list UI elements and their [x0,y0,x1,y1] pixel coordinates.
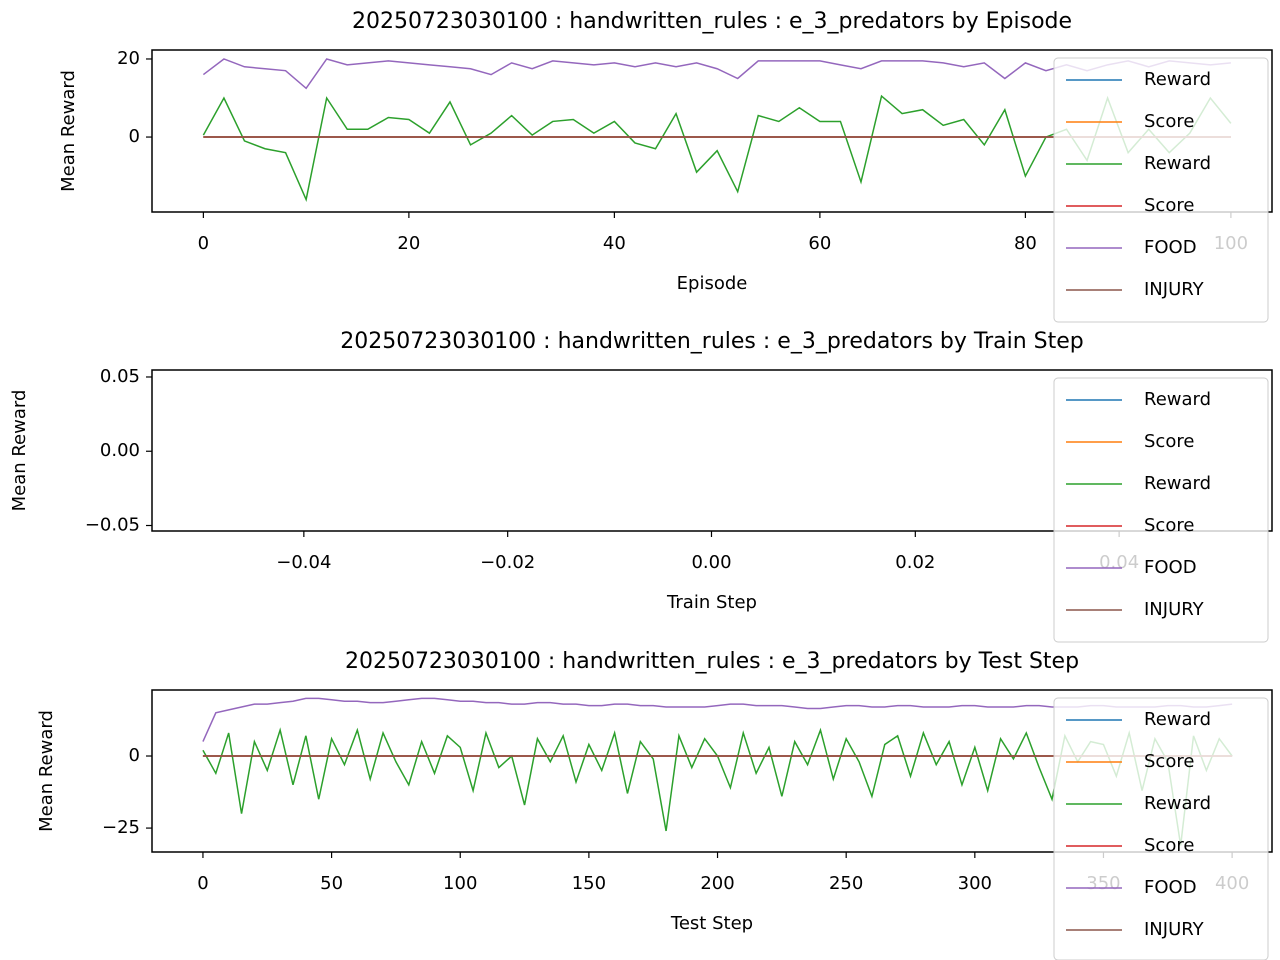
y-axis-label: Mean Reward [58,70,79,192]
legend-box [1053,697,1269,960]
legend-label: FOOD [1144,877,1197,898]
x-axis-label: Test Step [670,913,753,934]
legend-label: Score [1144,515,1194,536]
legend-label: Reward [1144,153,1211,174]
x-tick-label: 50 [320,873,343,894]
legend-label: Reward [1144,793,1211,814]
chart-title: 20250723030100 : handwritten_rules : e_3… [345,649,1079,674]
x-tick-label: −0.04 [276,552,331,573]
x-tick-label: 0.00 [691,552,731,573]
legend-label: INJURY [1144,919,1205,940]
x-tick-label: 60 [808,233,831,254]
x-tick-label: 0 [198,233,209,254]
legend-label: INJURY [1144,599,1205,620]
plot-frame [151,49,1273,213]
y-tick-label: 0 [129,745,140,766]
legend-box [1053,57,1269,323]
x-axis-label: Train Step [666,592,757,613]
legend-label: Score [1144,431,1194,452]
legend-label: Score [1144,195,1194,216]
y-axis-label: Mean Reward [36,710,57,832]
legend-label: Reward [1144,389,1211,410]
legend-label: Score [1144,835,1194,856]
x-tick-label: 100 [443,873,477,894]
legend-box [1053,377,1269,643]
legend-label: Reward [1144,473,1211,494]
legend-label: Score [1144,111,1194,132]
legend-label: FOOD [1144,557,1197,578]
chart-title: 20250723030100 : handwritten_rules : e_3… [340,329,1084,354]
x-tick-label: 20 [397,233,420,254]
legend-label: INJURY [1144,279,1205,300]
y-axis-label: Mean Reward [9,390,30,512]
chart-title: 20250723030100 : handwritten_rules : e_3… [352,9,1072,34]
y-tick-label: 0.00 [100,440,140,461]
x-tick-label: 80 [1014,233,1037,254]
y-tick-label: 0 [129,126,140,147]
y-tick-label: −0.05 [85,515,140,536]
y-tick-label: 0.05 [100,366,140,387]
x-axis-label: Episode [677,273,748,294]
legend-label: Reward [1144,709,1211,730]
plot-frame [151,689,1273,853]
y-tick-label: −25 [102,817,140,838]
x-tick-label: −0.02 [480,552,535,573]
x-tick-label: 300 [958,873,992,894]
x-tick-label: 0.02 [895,552,935,573]
x-tick-label: 40 [603,233,626,254]
x-tick-label: 150 [572,873,606,894]
legend-label: Score [1144,751,1194,772]
x-tick-label: 250 [829,873,863,894]
y-tick-label: 20 [117,48,140,69]
legend-label: Reward [1144,69,1211,90]
x-tick-label: 200 [700,873,734,894]
x-tick-label: 0 [197,873,208,894]
plot-frame [151,369,1273,532]
legend-label: FOOD [1144,237,1197,258]
